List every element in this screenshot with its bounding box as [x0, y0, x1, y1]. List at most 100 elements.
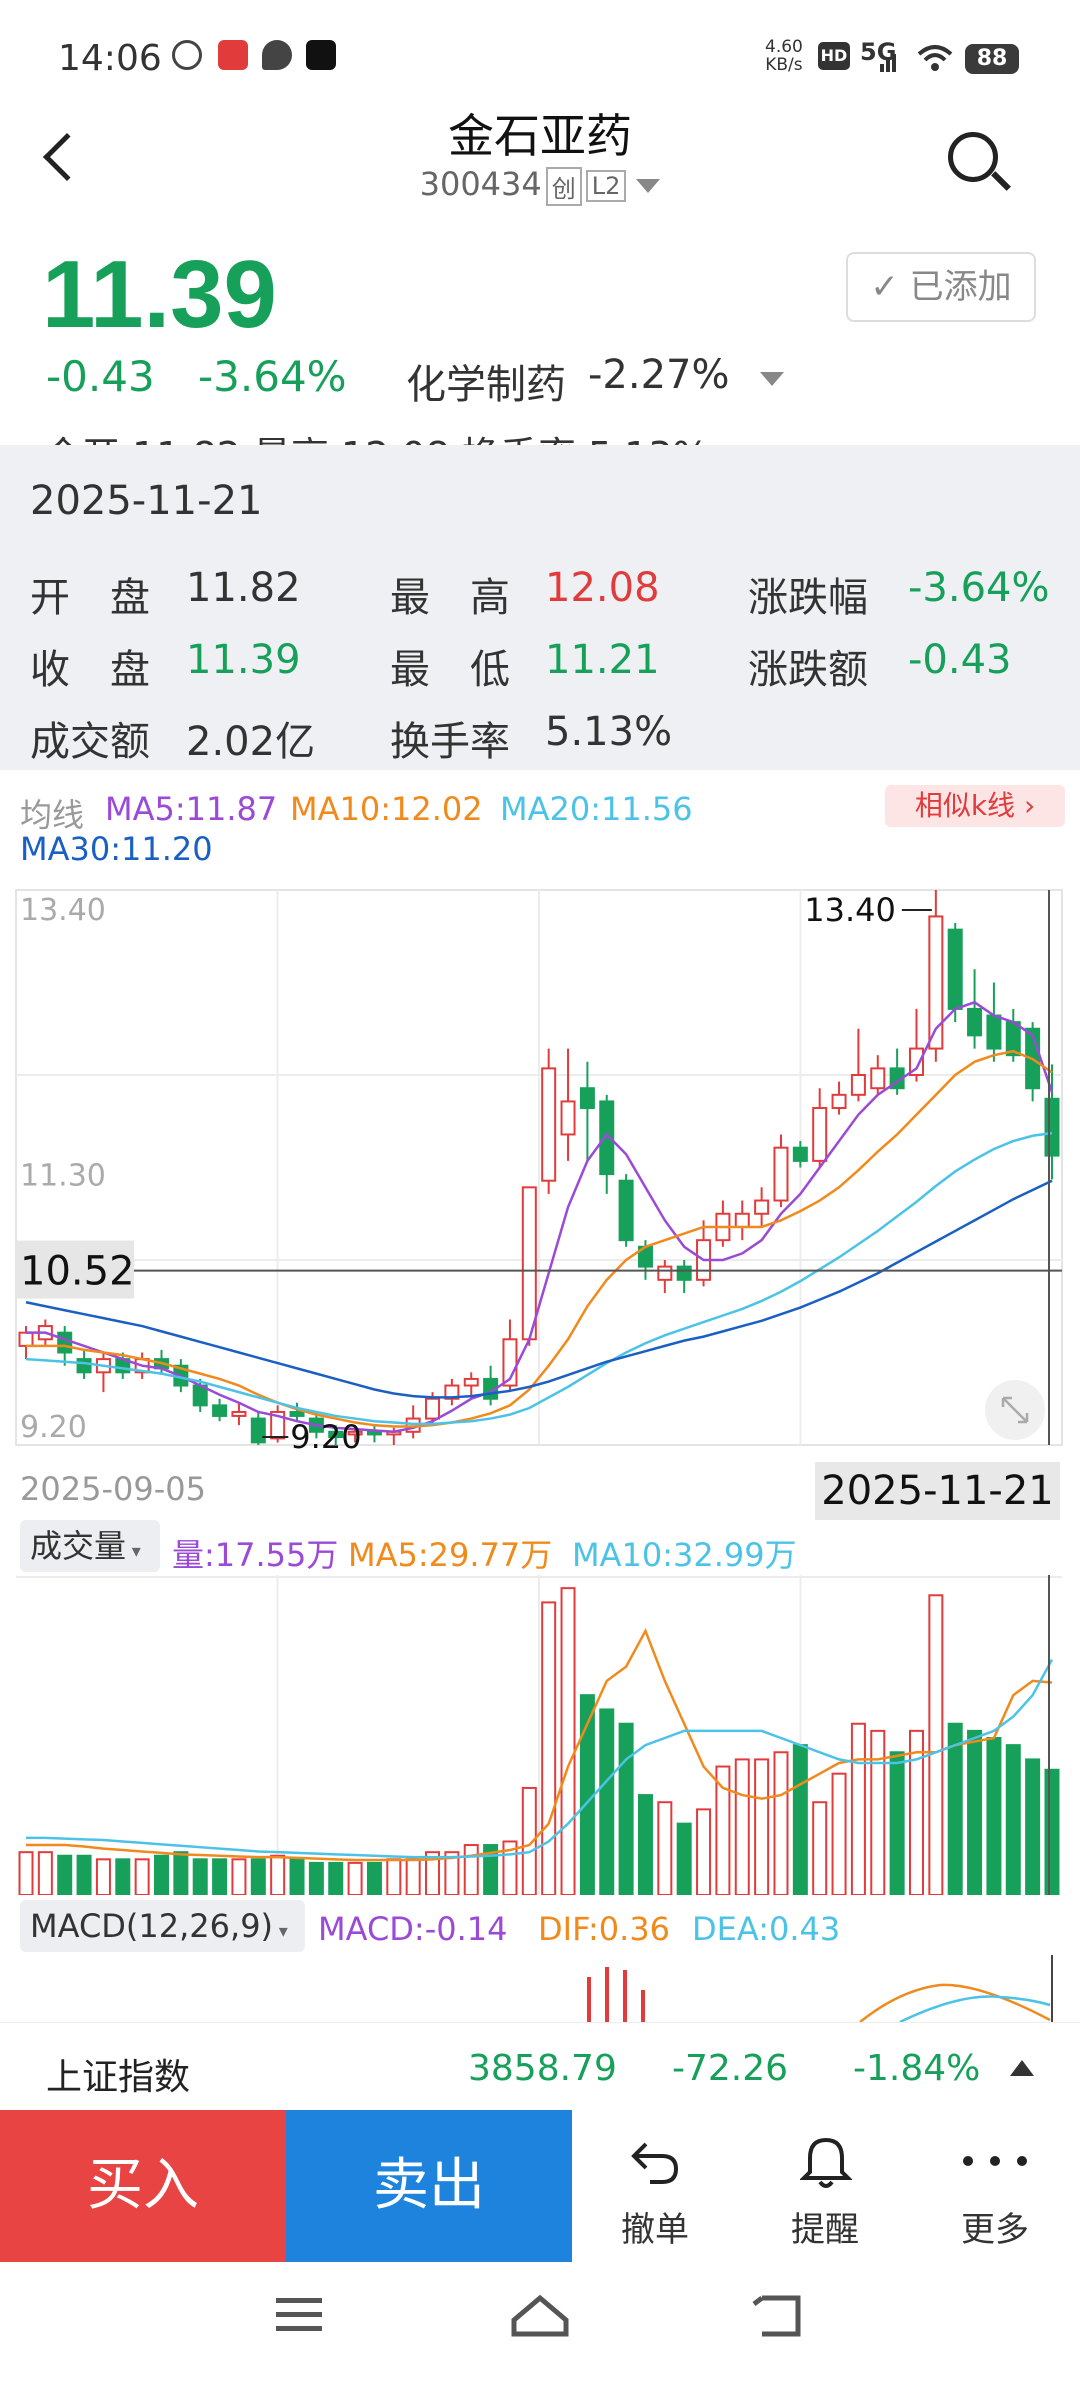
- volume-bar: [889, 1751, 905, 1895]
- alert-button[interactable]: 提醒: [740, 2110, 910, 2262]
- volume-bar: [792, 1744, 808, 1895]
- volume-bar: [231, 1858, 247, 1895]
- volume-bar: [541, 1601, 557, 1895]
- volume-bar: [618, 1722, 634, 1895]
- expand-arrows: [1001, 1396, 1029, 1424]
- price-change: -0.43: [46, 352, 155, 401]
- volume-bar: [599, 1708, 615, 1895]
- candle-body: [928, 915, 944, 1050]
- stock-code-row[interactable]: 300434 创 L2: [0, 165, 1080, 206]
- y-tick-label: 11.30: [20, 1159, 106, 1194]
- candle-body: [967, 1007, 983, 1037]
- price-change-pct: -3.64%: [198, 352, 347, 401]
- signal-bars-icon: [880, 54, 896, 72]
- index-value: 3858.79: [468, 2048, 617, 2089]
- open-value: 11.82: [186, 565, 301, 611]
- volume-bar: [870, 1729, 886, 1895]
- volume-bar: [637, 1794, 653, 1895]
- candle-body: [212, 1404, 228, 1417]
- y-tick-label: 9.20: [20, 1410, 87, 1445]
- volume-bar: [560, 1587, 576, 1895]
- kline-chart[interactable]: 13.40 11.30 9.20 10.52 13.40 9.20: [0, 880, 1080, 1500]
- chgamt-value: -0.43: [908, 637, 1012, 683]
- panel-date: 2025-11-21: [30, 478, 263, 524]
- board-tag: 创: [545, 166, 582, 206]
- menu-nav-icon[interactable]: [270, 2290, 330, 2340]
- candle-body: [444, 1384, 460, 1400]
- candle-body: [947, 928, 963, 1010]
- home-nav-icon[interactable]: [508, 2290, 572, 2340]
- sector-name[interactable]: 化学制药: [406, 362, 566, 408]
- volume-bar: [715, 1765, 731, 1895]
- ma5-line: [26, 1000, 1054, 1434]
- volume-bar: [425, 1851, 441, 1895]
- candle-body: [521, 1186, 537, 1341]
- cursor-price-box: [16, 1240, 134, 1299]
- candle-body: [579, 1087, 595, 1110]
- macd-selector[interactable]: MACD(12,26,9) ▾: [20, 1900, 305, 1952]
- similar-kline-button[interactable]: 相似k线 ›: [885, 785, 1065, 827]
- index-name: 上证指数: [46, 2057, 191, 2098]
- status-time: 14:06: [58, 38, 162, 79]
- level-tag: L2: [585, 170, 627, 202]
- candle-body: [76, 1358, 92, 1374]
- volume-bar: [1025, 1758, 1041, 1895]
- candle-body: [657, 1265, 673, 1281]
- volume-bar: [134, 1858, 150, 1895]
- open-label: 开 盘: [30, 575, 150, 621]
- macd-chart[interactable]: [0, 1955, 1080, 2022]
- volume-bar: [386, 1858, 402, 1895]
- candle-body: [773, 1146, 789, 1202]
- low-label: 最 低: [390, 647, 510, 693]
- volume-bar: [986, 1737, 1002, 1895]
- volume-bar: [754, 1758, 770, 1895]
- amount-value: 2.02亿: [186, 719, 316, 765]
- volume-bar: [154, 1854, 170, 1895]
- index-change: -72.26: [672, 2048, 789, 2089]
- search-icon[interactable]: [948, 132, 998, 182]
- back-nav-icon[interactable]: [750, 2290, 810, 2340]
- volume-bar: [1005, 1744, 1021, 1895]
- revoke-button[interactable]: 撤单: [570, 2110, 740, 2262]
- sell-button[interactable]: 卖出: [286, 2110, 572, 2262]
- volume-bar: [908, 1729, 924, 1895]
- volume-bar: [328, 1861, 344, 1895]
- volume-bar: [173, 1851, 189, 1895]
- ma20-line: [25, 1131, 1053, 1426]
- volume-bar: [18, 1851, 34, 1895]
- candle-body: [599, 1100, 615, 1176]
- hd-icon: HD: [818, 42, 850, 70]
- index-ticker-bar[interactable]: [0, 2022, 1080, 2110]
- chgpct-value: -3.64%: [908, 565, 1050, 611]
- volume-chart[interactable]: [0, 1575, 1080, 1895]
- volume-value: 量:17.55万: [172, 1536, 339, 1574]
- candle-body: [289, 1410, 305, 1417]
- volume-bar: [947, 1722, 963, 1895]
- macd-value: MACD:-0.14: [318, 1910, 508, 1948]
- high-value: 12.08: [545, 565, 660, 611]
- volume-bar: [463, 1844, 479, 1895]
- stock-code: 300434: [419, 165, 542, 203]
- volume-bar: [270, 1854, 286, 1895]
- candle-body: [1044, 1097, 1060, 1157]
- chevron-down-icon[interactable]: [760, 372, 784, 386]
- vol_ma10-line: [26, 1658, 1054, 1859]
- more-button[interactable]: 更多: [910, 2110, 1080, 2262]
- chevron-down-icon: [636, 179, 661, 193]
- volume-bar: [347, 1861, 363, 1895]
- chgpct-label: 涨跌幅: [748, 575, 868, 621]
- taobao-app-icon: [218, 40, 248, 70]
- volume-bar: [76, 1854, 92, 1895]
- candle-body: [231, 1410, 247, 1417]
- chgamt-label: 涨跌额: [748, 647, 868, 693]
- min-price-label: 9.20: [290, 1418, 361, 1456]
- added-watchlist-button[interactable]: ✓ 已添加: [846, 252, 1036, 322]
- close-value: 11.39: [186, 637, 301, 683]
- buy-button[interactable]: 买入: [0, 2110, 286, 2262]
- candle-body: [676, 1265, 692, 1281]
- chevron-up-icon[interactable]: [1010, 2060, 1034, 2076]
- ma5-legend: MA5:11.87: [105, 790, 278, 828]
- bell-icon: [800, 2137, 852, 2188]
- volume-bar: [831, 1772, 847, 1895]
- volume-selector[interactable]: 成交量 ▾: [20, 1520, 160, 1572]
